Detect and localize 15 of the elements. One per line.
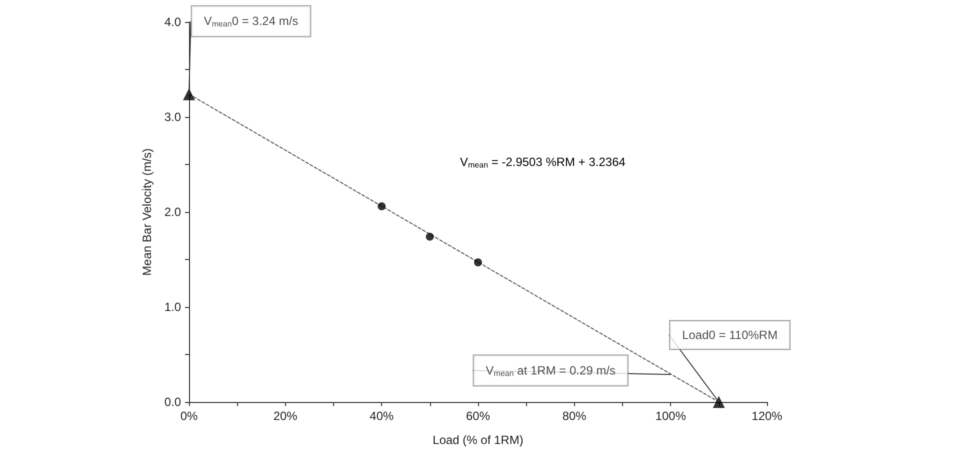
y-tick-label: 2.0 (164, 205, 182, 219)
y-tick-label: 4.0 (164, 15, 182, 29)
x-tick-label: 60% (466, 409, 490, 423)
y-tick-label: 3.0 (164, 110, 182, 124)
y-axis-title: Mean Bar Velocity (m/s) (140, 148, 154, 276)
y-tick-label: 1.0 (164, 300, 182, 314)
x-tick-label: 100% (655, 409, 686, 423)
x-tick-label: 80% (562, 409, 587, 423)
y-tick-label: 0.0 (164, 395, 182, 409)
x-tick-label: 40% (370, 409, 394, 423)
x-axis-title: Load (% of 1RM) (432, 433, 524, 447)
annotation: Load0 = 110%RM (682, 328, 778, 342)
x-tick-label: 20% (273, 409, 298, 423)
x-tick-label: 0% (180, 409, 198, 423)
x-tick-label: 120% (752, 409, 783, 423)
